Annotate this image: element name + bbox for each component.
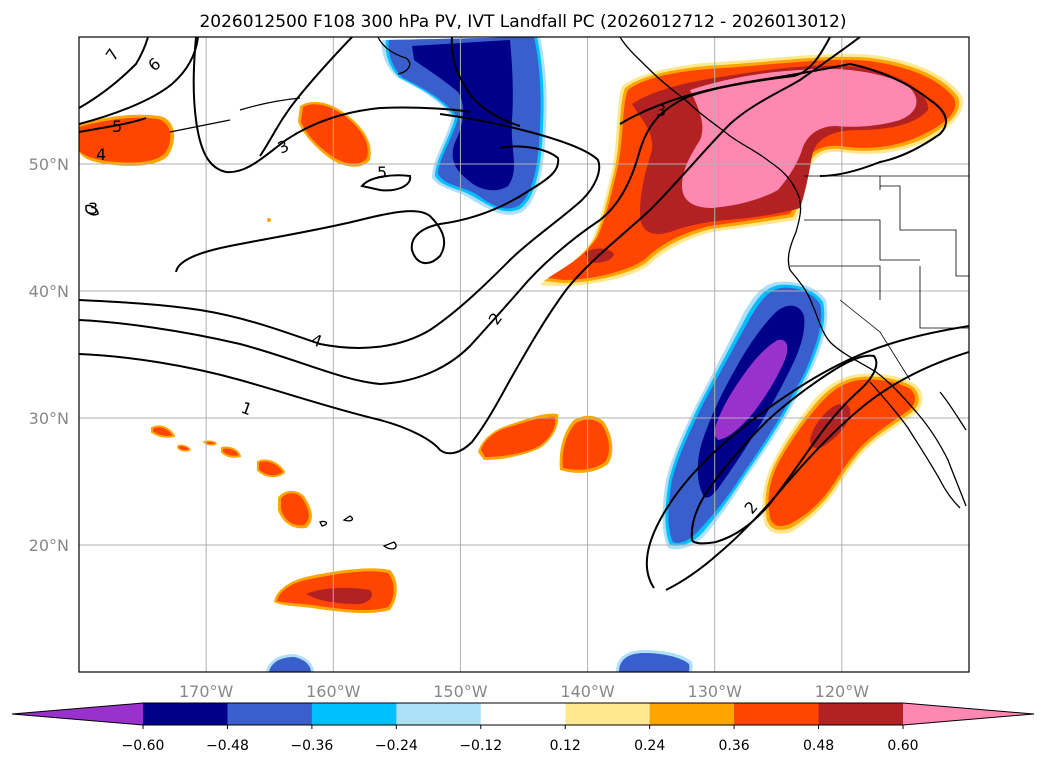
colorbar bbox=[11, 702, 1035, 726]
fill-south-negative-b bbox=[616, 650, 693, 672]
map-frame bbox=[78, 36, 970, 673]
colorbar-tick-label: −0.60 bbox=[122, 738, 165, 754]
colorbar-bin bbox=[396, 703, 482, 725]
contour-label-5b: 5 bbox=[377, 163, 387, 182]
colorbar-tick-label: 0.36 bbox=[719, 738, 750, 754]
borders bbox=[790, 175, 969, 381]
pv-contour-5-small bbox=[360, 174, 412, 192]
fill-offshore-california-negative bbox=[662, 281, 828, 550]
colorbar-bin bbox=[734, 703, 820, 725]
pv-contour-6 bbox=[79, 37, 199, 125]
colorbar-tick-label: −0.12 bbox=[459, 738, 502, 754]
contour-label-4a: 4 bbox=[96, 145, 106, 164]
contour-label-3b: 3 bbox=[88, 199, 98, 218]
y-tick-label: 40°N bbox=[29, 282, 69, 301]
pv-contour-3-large bbox=[259, 37, 353, 157]
colorbar-bin bbox=[143, 703, 228, 725]
colorbar-extend-low bbox=[12, 703, 143, 725]
filled-contours bbox=[79, 37, 964, 672]
colorbar-tick-label: −0.24 bbox=[375, 738, 418, 754]
gridlines bbox=[79, 37, 969, 672]
fill-hawaii-positive bbox=[151, 218, 312, 529]
colorbar-bin bbox=[649, 703, 735, 725]
colorbar-tick-label: 0.48 bbox=[803, 738, 834, 754]
colorbar-extend-high bbox=[903, 703, 1034, 725]
coastlines bbox=[169, 37, 967, 550]
colorbar-bin bbox=[480, 703, 566, 725]
contour-label-3c: 3 bbox=[656, 101, 666, 120]
y-tick-labels: 20°N 30°N 40°N 50°N bbox=[29, 155, 69, 555]
pv-contours bbox=[79, 37, 969, 591]
fill-east-pacific-positive-a bbox=[478, 413, 559, 460]
pv-contour-7 bbox=[79, 37, 149, 109]
x-tick-labels: 170°W 160°W 150°W 140°W 130°W 120°W bbox=[179, 682, 869, 701]
pv-contour-3-west bbox=[175, 145, 560, 273]
pv-contour-small-island bbox=[85, 204, 99, 216]
colorbar-tick-label: 0.60 bbox=[887, 738, 918, 754]
contour-label-5a: 5 bbox=[112, 117, 122, 136]
pv-contour-4 bbox=[79, 37, 601, 349]
fill-east-pacific-positive-b bbox=[559, 415, 613, 473]
fill-north-pacific-positive bbox=[298, 101, 371, 167]
pv-contour-1 bbox=[79, 37, 861, 455]
chart-title: 2026012500 F108 300 hPa PV, IVT Landfall… bbox=[199, 12, 846, 32]
colorbar-bin bbox=[565, 703, 651, 725]
colorbar-tick-label: 0.12 bbox=[550, 738, 581, 754]
pv-contour-5-dateline bbox=[79, 117, 147, 133]
colorbar-tick-label: 0.24 bbox=[634, 738, 665, 754]
x-tick-label: 150°W bbox=[433, 682, 488, 701]
x-tick-label: 160°W bbox=[306, 682, 361, 701]
y-tick-label: 50°N bbox=[29, 155, 69, 174]
x-tick-label: 140°W bbox=[560, 682, 615, 701]
fill-gulf-alaska-negative bbox=[381, 37, 547, 215]
x-tick-label: 170°W bbox=[179, 682, 234, 701]
fill-south-negative-a bbox=[266, 654, 314, 672]
colorbar-bin bbox=[818, 703, 904, 725]
colorbar-tick-label: −0.36 bbox=[290, 738, 333, 754]
y-tick-label: 30°N bbox=[29, 409, 69, 428]
colorbar-bin bbox=[227, 703, 313, 725]
x-tick-label: 130°W bbox=[688, 682, 743, 701]
colorbar-tick-label: −0.48 bbox=[206, 738, 249, 754]
x-tick-label: 120°W bbox=[815, 682, 870, 701]
pv-contour-2-outer bbox=[645, 325, 969, 591]
pv-contour-3-coast bbox=[619, 62, 947, 177]
map-area: 7 6 5 4 3 5 3 4 2 1 3 2 bbox=[79, 37, 969, 672]
fill-west-coast-main-positive bbox=[540, 53, 964, 286]
pv-contour-3-north bbox=[192, 37, 471, 174]
fill-south-positive bbox=[274, 568, 397, 614]
colorbar-bin bbox=[311, 703, 397, 725]
colorbar-tick-labels: −0.60 −0.48 −0.36 −0.24 −0.12 0.12 0.24 0.36 0.4… bbox=[122, 725, 919, 754]
y-tick-label: 20°N bbox=[29, 536, 69, 555]
